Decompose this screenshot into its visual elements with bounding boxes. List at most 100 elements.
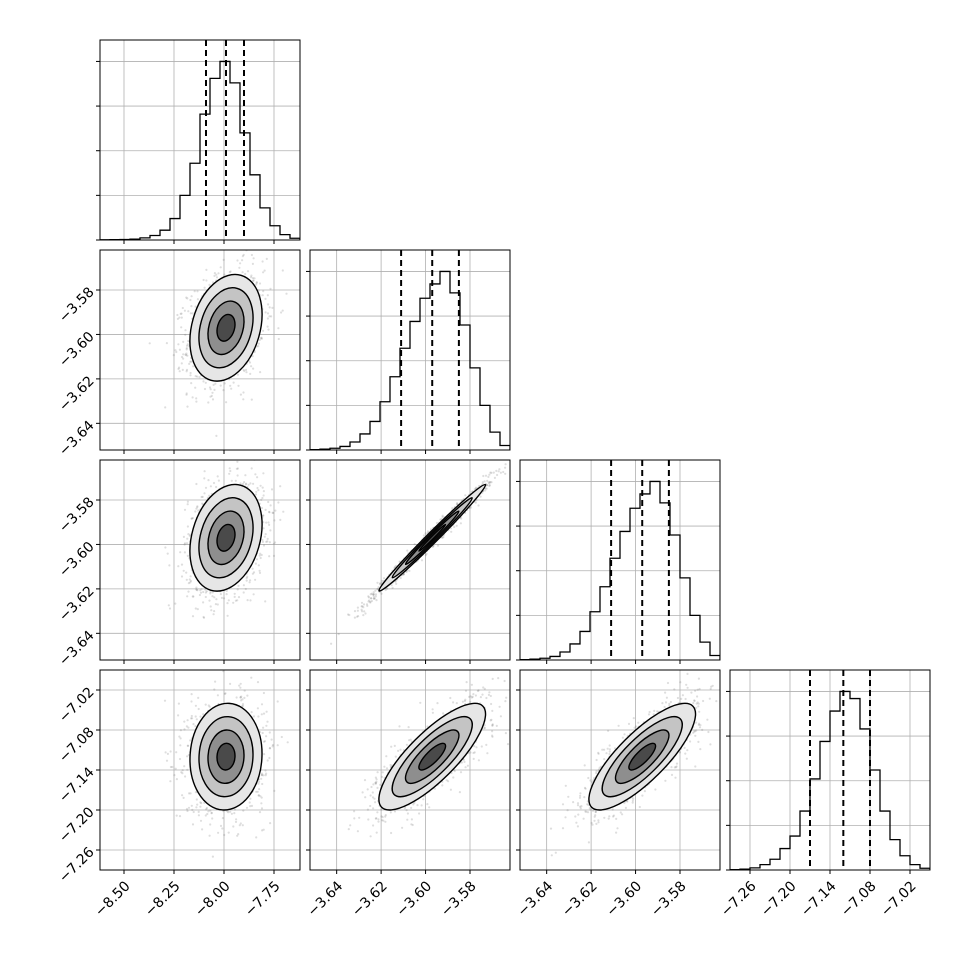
scatter-point — [269, 822, 272, 825]
scatter-point — [213, 272, 216, 275]
scatter-point — [204, 591, 207, 594]
scatter-point — [241, 259, 244, 262]
scatter-point — [270, 315, 273, 318]
scatter-point — [187, 806, 191, 809]
scatter-point — [209, 592, 212, 595]
scatter-point — [186, 809, 189, 813]
scatter-point — [263, 269, 266, 272]
scatter-point — [189, 298, 192, 302]
scatter-point — [182, 340, 185, 343]
scatter-point — [244, 587, 247, 591]
scatter-point — [221, 817, 224, 820]
scatter-point — [391, 586, 394, 590]
scatter-point — [252, 571, 256, 574]
scatter-point — [188, 578, 191, 581]
scatter-point — [271, 306, 274, 309]
scatter-point — [270, 738, 273, 741]
density-fill — [217, 524, 235, 552]
panel-frame — [99, 249, 301, 451]
scatter-point — [226, 602, 229, 605]
scatter-point — [181, 368, 184, 371]
scatter-point — [236, 474, 239, 477]
scatter-point — [504, 472, 507, 475]
scatter-point — [183, 728, 186, 731]
scatter-point — [374, 589, 377, 592]
scatter-point — [212, 481, 216, 485]
scatter-point — [209, 388, 212, 391]
scatter-point — [495, 469, 498, 472]
scatter-point — [196, 290, 199, 293]
scatter-point — [187, 582, 190, 585]
scatter-point — [261, 829, 264, 832]
scatter-point — [488, 484, 491, 487]
scatter-point — [200, 588, 203, 591]
scatter-point — [190, 382, 193, 385]
scatter-point — [185, 368, 189, 371]
panel-content — [100, 460, 300, 660]
scatter-point — [210, 394, 213, 397]
scatter-point — [268, 541, 271, 544]
scatter-point — [202, 713, 205, 716]
scatter-point — [265, 735, 268, 738]
scatter-point — [489, 471, 492, 474]
scatter-point — [196, 298, 199, 301]
scatter-point — [204, 381, 207, 384]
scatter-point — [239, 686, 242, 689]
histogram-panel-1 — [306, 249, 511, 454]
scatter-point — [219, 593, 222, 596]
scatter-point — [504, 466, 507, 469]
scatter-point — [460, 517, 463, 520]
scatter-point — [239, 696, 242, 699]
scatter-point — [193, 290, 196, 293]
scatter-point — [348, 613, 351, 617]
scatter-point — [241, 482, 245, 485]
scatter-point — [269, 504, 272, 507]
scatter-point — [269, 529, 272, 532]
y-tick-label: −3.64 — [56, 628, 98, 670]
scatter-point — [257, 564, 260, 567]
scatter-point — [196, 505, 199, 508]
scatter-point — [252, 715, 256, 718]
scatter-point — [242, 591, 245, 594]
scatter-point — [183, 551, 186, 554]
scatter-point — [228, 472, 231, 475]
scatter-point — [399, 576, 402, 580]
scatter-point — [241, 271, 244, 274]
scatter-point — [441, 515, 444, 519]
scatter-point — [369, 601, 372, 604]
scatter-point — [186, 500, 189, 503]
scatter-point — [242, 391, 245, 394]
scatter-point — [265, 521, 268, 524]
scatter-point — [408, 569, 411, 573]
scatter-point — [165, 759, 169, 762]
scatter-point — [204, 588, 207, 591]
scatter-point — [252, 367, 255, 370]
scatter-point — [226, 614, 229, 617]
scatter-point — [236, 599, 239, 602]
scatter-point — [199, 591, 203, 594]
panel-frame — [519, 459, 721, 661]
scatter-point — [360, 601, 364, 604]
scatter-point — [256, 476, 259, 479]
scatter-point — [478, 484, 481, 488]
scatter-point — [216, 475, 219, 478]
scatter-point — [261, 774, 264, 777]
scatter-point — [488, 473, 491, 476]
scatter-point — [257, 715, 260, 718]
scatter-point — [177, 565, 180, 568]
scatter-point — [490, 481, 493, 484]
panel-content — [100, 250, 300, 450]
scatter-point — [258, 554, 261, 557]
scatter-point — [426, 530, 429, 533]
scatter-point — [243, 481, 246, 484]
scatter-point — [370, 599, 373, 603]
scatter-point — [194, 791, 197, 794]
contour-line — [207, 300, 245, 356]
scatter-point — [211, 398, 215, 401]
scatter-point — [384, 588, 387, 592]
scatter-point — [260, 807, 264, 810]
scatter-point — [199, 819, 203, 822]
scatter-point — [269, 287, 272, 290]
scatter-point — [214, 680, 217, 683]
